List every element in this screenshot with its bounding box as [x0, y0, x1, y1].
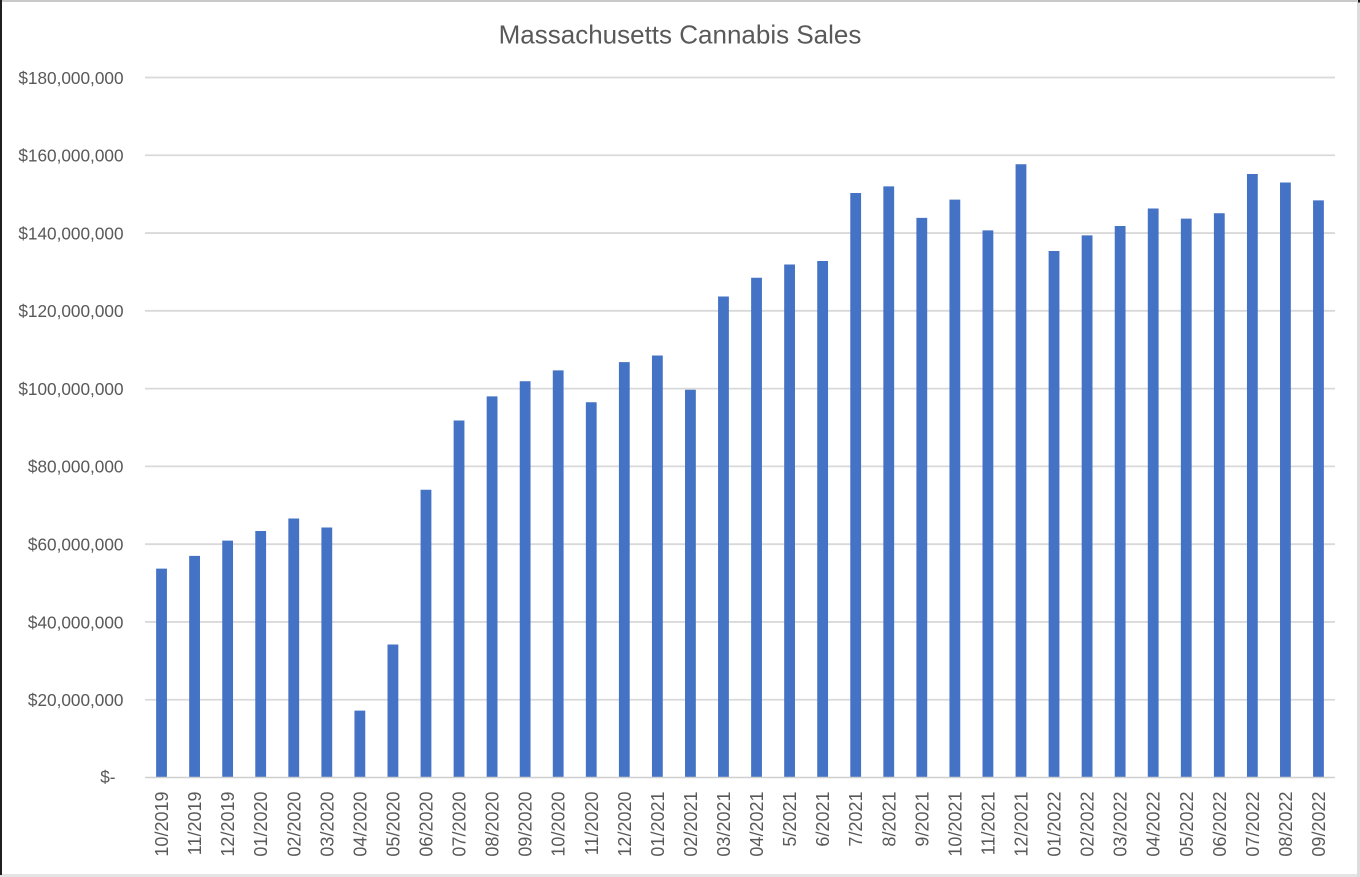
svg-text:11/2021: 11/2021 [978, 792, 998, 856]
svg-text:07/2022: 07/2022 [1243, 792, 1263, 857]
svg-text:12/2021: 12/2021 [1012, 792, 1032, 857]
svg-text:04/2020: 04/2020 [350, 792, 370, 857]
svg-text:06/2022: 06/2022 [1210, 792, 1230, 857]
svg-text:10/2021: 10/2021 [945, 792, 965, 857]
svg-text:11/2020: 11/2020 [582, 792, 602, 856]
svg-text:09/2022: 09/2022 [1309, 792, 1329, 857]
svg-text:$120,000,000: $120,000,000 [18, 301, 123, 321]
svg-text:02/2022: 02/2022 [1078, 792, 1098, 857]
svg-text:05/2022: 05/2022 [1177, 792, 1197, 857]
svg-text:05/2020: 05/2020 [383, 792, 403, 857]
svg-text:02/2020: 02/2020 [284, 792, 304, 857]
svg-text:Massachusetts Cannabis Sales: Massachusetts Cannabis Sales [499, 20, 862, 50]
svg-text:$40,000,000: $40,000,000 [28, 612, 124, 632]
svg-text:03/2022: 03/2022 [1111, 792, 1131, 857]
svg-text:04/2022: 04/2022 [1144, 792, 1164, 857]
svg-text:07/2020: 07/2020 [450, 792, 470, 857]
svg-text:01/2022: 01/2022 [1045, 792, 1065, 857]
svg-text:$20,000,000: $20,000,000 [28, 690, 124, 710]
svg-text:8/2021: 8/2021 [879, 792, 899, 847]
svg-text:$160,000,000: $160,000,000 [18, 146, 123, 166]
svg-text:06/2020: 06/2020 [417, 792, 437, 857]
svg-text:$60,000,000: $60,000,000 [28, 535, 124, 555]
svg-text:$-: $- [100, 767, 115, 787]
svg-text:10/2020: 10/2020 [549, 792, 569, 857]
svg-text:9/2021: 9/2021 [912, 792, 932, 847]
svg-text:6/2021: 6/2021 [813, 792, 833, 847]
svg-text:08/2020: 08/2020 [483, 792, 503, 857]
svg-text:5/2021: 5/2021 [780, 792, 800, 847]
svg-text:$80,000,000: $80,000,000 [28, 457, 124, 477]
svg-text:09/2020: 09/2020 [516, 792, 536, 857]
svg-text:$100,000,000: $100,000,000 [18, 379, 123, 399]
svg-text:03/2020: 03/2020 [317, 792, 337, 857]
svg-text:08/2022: 08/2022 [1276, 792, 1296, 857]
svg-text:$140,000,000: $140,000,000 [18, 223, 123, 243]
svg-text:$180,000,000: $180,000,000 [18, 68, 123, 88]
svg-text:10/2019: 10/2019 [152, 792, 172, 857]
svg-text:7/2021: 7/2021 [846, 792, 866, 847]
svg-text:12/2020: 12/2020 [615, 792, 635, 857]
svg-text:03/2021: 03/2021 [714, 792, 734, 857]
svg-text:01/2020: 01/2020 [251, 792, 271, 857]
svg-text:01/2021: 01/2021 [648, 792, 668, 857]
svg-text:02/2021: 02/2021 [681, 792, 701, 857]
svg-text:11/2019: 11/2019 [185, 792, 205, 856]
svg-text:12/2019: 12/2019 [218, 792, 238, 857]
svg-text:04/2021: 04/2021 [747, 792, 767, 857]
